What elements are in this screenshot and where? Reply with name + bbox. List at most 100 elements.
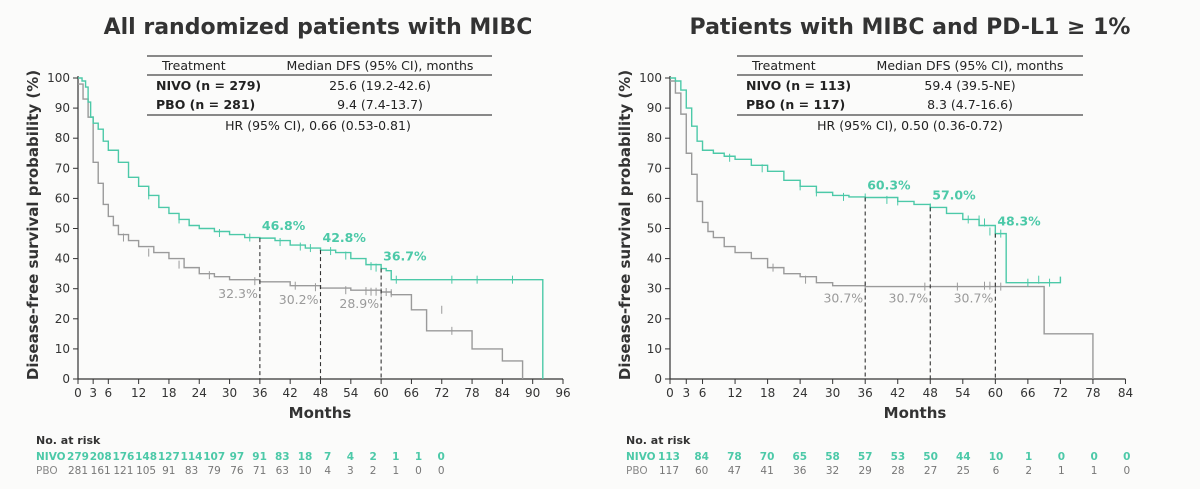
risk-count-pbo: 4 [324,465,331,477]
x-tick-label: 24 [792,386,807,400]
risk-count-pbo: 79 [208,465,221,477]
landmark-label-nivo: 42.8% [323,230,367,245]
y-tick-label: 20 [55,312,70,326]
y-tick-label: 10 [55,342,70,356]
risk-count-nivo: 83 [275,451,290,463]
risk-count-nivo: 279 [67,451,89,463]
risk-count-nivo: 58 [825,451,840,463]
x-tick-label: 54 [343,386,358,400]
risk-label-nivo: NIVO [36,451,66,463]
table-row-nivo-name: NIVO (n = 279) [156,78,261,93]
table-row-pbo-value: 9.4 (7.4-13.7) [337,97,423,112]
risk-count-pbo: 28 [891,465,904,477]
risk-count-nivo: 127 [158,451,180,463]
risk-count-nivo: 57 [858,451,873,463]
y-axis-label: Disease-free survival probability (%) [24,70,42,380]
x-tick-label: 6 [104,386,112,400]
table-header-treatment: Treatment [161,58,226,73]
table-row-nivo-name: NIVO (n = 113) [746,78,851,93]
y-tick-label: 50 [647,222,662,236]
x-tick-label: 84 [1118,386,1133,400]
risk-count-pbo: 83 [185,465,198,477]
risk-label-nivo: NIVO [626,451,656,463]
risk-count-pbo: 32 [826,465,839,477]
landmark-label-pbo: 32.3% [218,286,258,301]
landmark-label-pbo: 30.7% [954,291,994,306]
y-tick-label: 60 [55,191,70,205]
risk-count-pbo: 25 [957,465,970,477]
risk-count-nivo: 65 [792,451,807,463]
x-tick-label: 54 [955,386,970,400]
risk-count-nivo: 18 [298,451,313,463]
x-tick-label: 18 [161,386,176,400]
x-tick-label: 72 [1053,386,1068,400]
risk-count-pbo: 117 [659,465,679,477]
y-tick-label: 30 [55,282,70,296]
chart-title: All randomized patients with MIBC [104,15,533,40]
risk-count-nivo: 148 [135,451,157,463]
x-tick-label: 36 [858,386,873,400]
risk-count-pbo: 10 [298,465,311,477]
landmark-label-nivo: 46.8% [262,218,306,233]
risk-table-header: No. at risk [36,434,101,447]
x-tick-label: 12 [131,386,146,400]
risk-count-pbo: 161 [91,465,111,477]
landmark-label-pbo: 30.2% [279,292,319,307]
risk-count-nivo: 44 [956,451,971,463]
x-tick-label: 30 [825,386,840,400]
risk-count-pbo: 63 [276,465,289,477]
y-tick-label: 20 [647,312,662,326]
y-tick-label: 0 [654,372,662,386]
chart-title: Patients with MIBC and PD-L1 ≥ 1% [690,15,1131,40]
x-tick-label: 96 [555,386,570,400]
risk-count-nivo: 113 [658,451,680,463]
x-axis-label: Months [884,404,947,422]
hazard-ratio: HR (95% CI), 0.50 (0.36-0.72) [817,118,1003,133]
x-tick-label: 3 [682,386,690,400]
y-tick-label: 40 [647,252,662,266]
risk-count-pbo: 1 [1058,465,1065,477]
risk-count-nivo: 0 [1090,451,1097,463]
risk-label-pbo: PBO [36,465,58,477]
y-axis-label: Disease-free survival probability (%) [616,70,634,380]
x-tick-label: 42 [283,386,298,400]
landmark-label-nivo: 36.7% [383,249,427,264]
y-tick-label: 30 [647,282,662,296]
risk-count-nivo: 7 [324,451,331,463]
x-tick-label: 12 [727,386,742,400]
y-tick-label: 0 [62,372,70,386]
x-tick-label: 24 [192,386,207,400]
km-curve-nivo [78,77,544,379]
risk-count-pbo: 0 [415,465,422,477]
risk-count-pbo: 0 [438,465,445,477]
x-tick-label: 18 [760,386,775,400]
km-curve-nivo [670,77,1062,284]
y-tick-label: 100 [47,71,70,85]
risk-count-nivo: 208 [90,451,112,463]
y-tick-label: 90 [55,101,70,115]
x-tick-label: 60 [373,386,388,400]
y-tick-label: 80 [55,131,70,145]
risk-count-pbo: 281 [68,465,88,477]
x-tick-label: 0 [666,386,674,400]
panel-all-patients: All randomized patients with MIBC Treatm… [24,15,571,477]
landmark-label-pbo: 30.7% [823,291,863,306]
risk-count-pbo: 29 [859,465,872,477]
risk-count-nivo: 53 [891,451,906,463]
landmark-label-nivo: 57.0% [932,187,976,202]
landmark-label-pbo: 30.7% [889,291,929,306]
x-tick-label: 6 [699,386,707,400]
risk-count-pbo: 47 [728,465,741,477]
y-tick-label: 70 [647,161,662,175]
risk-count-nivo: 2 [369,451,376,463]
risk-label-pbo: PBO [626,465,648,477]
risk-count-pbo: 71 [253,465,266,477]
risk-count-nivo: 0 [438,451,445,463]
risk-row-nivo: 279 208 176 148 127 114 107 97 91 83 18 7 4 2 1 1 0 [67,451,445,463]
x-tick-label: 66 [1020,386,1035,400]
risk-count-nivo: 0 [1123,451,1130,463]
x-tick-label: 48 [923,386,938,400]
table-row-nivo-value: 25.6 (19.2-42.6) [329,78,431,93]
x-tick-label: 0 [74,386,82,400]
